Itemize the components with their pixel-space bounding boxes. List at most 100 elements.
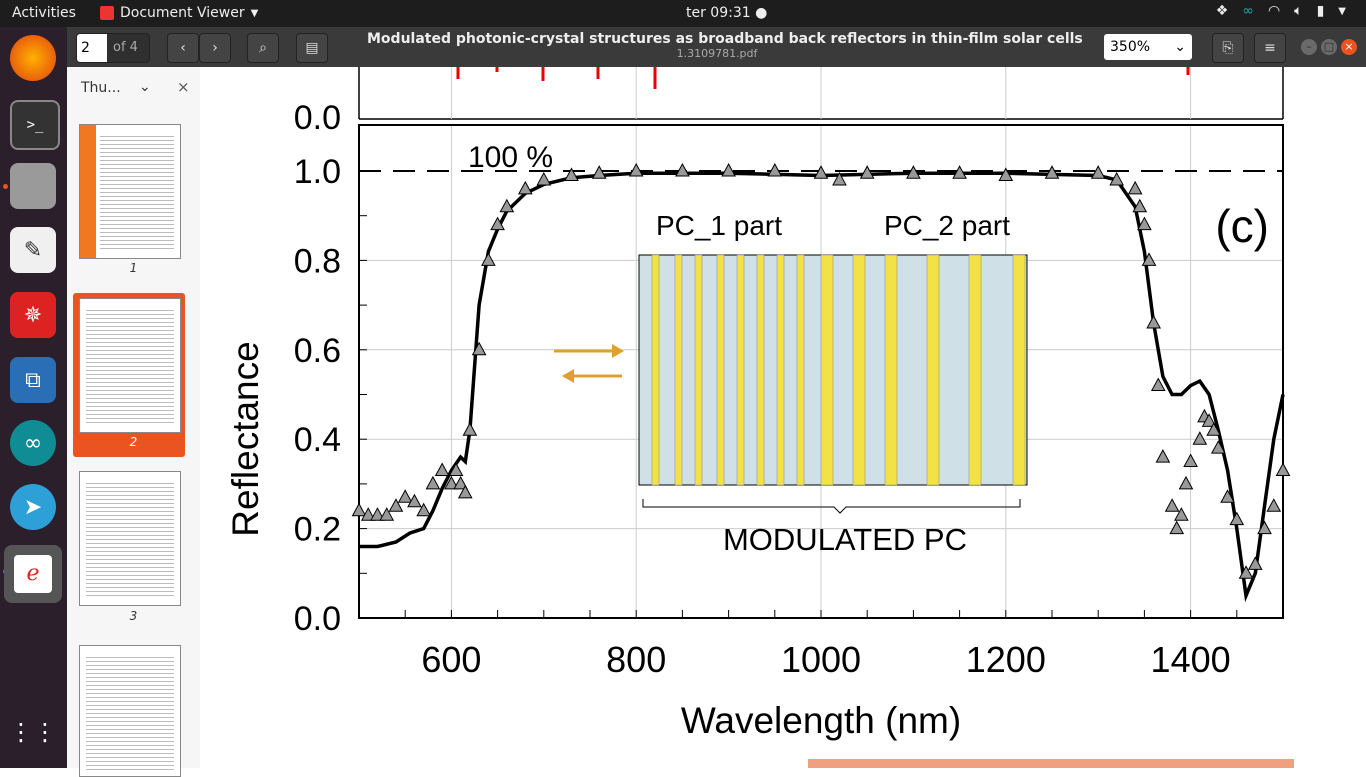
triangle-marker — [998, 167, 1014, 181]
inset-caption: MODULATED PC — [723, 522, 967, 557]
sidebar-mode-select[interactable]: Thu... ⌄ × — [73, 75, 193, 103]
triangle-marker — [564, 167, 579, 181]
wifi-icon[interactable]: ◠ — [1267, 3, 1281, 19]
close-sidebar-icon[interactable]: × — [177, 78, 190, 96]
previous-page-button[interactable]: ‹ — [167, 33, 199, 63]
panel-label: (c) — [1215, 200, 1269, 252]
triangle-marker — [1178, 475, 1194, 490]
battery-icon[interactable]: ▮ — [1316, 3, 1325, 19]
triangle-marker — [859, 165, 875, 179]
zoom-value: 350% — [1110, 39, 1151, 55]
app-menu-label: Document Viewer — [120, 5, 245, 21]
x-tick-label: 1200 — [966, 639, 1046, 680]
document-viewer-dock-icon[interactable]: ℯ — [4, 545, 62, 603]
triangle-marker — [767, 162, 783, 177]
triangle-marker — [471, 341, 487, 356]
hamburger-icon: ≡ — [1264, 40, 1276, 56]
triangle-marker — [425, 475, 441, 490]
document-view[interactable]: 0.0 600 800 1000 1200 1400 0.0 0.2 0.4 0.6 0.8 1.0 W… — [200, 67, 1366, 768]
activities-button[interactable]: Activities — [12, 5, 76, 21]
terminal-icon[interactable]: >_ — [10, 100, 60, 150]
notification-dot-icon: ● — [755, 5, 768, 21]
page-thumbnail-3[interactable] — [79, 471, 181, 606]
inset-layer — [716, 254, 725, 486]
thumbnail-number: 2 — [129, 435, 138, 449]
triangle-marker — [388, 498, 404, 512]
files-icon[interactable] — [10, 163, 56, 209]
annotate-icon: ▤ — [305, 40, 319, 56]
firefox-icon[interactable] — [10, 35, 56, 81]
text-editor-icon[interactable]: ✎ — [10, 227, 56, 273]
y-axis-label: Reflectance — [225, 341, 266, 536]
chevron-left-icon: ‹ — [180, 40, 186, 56]
inset-layer — [674, 254, 683, 486]
triangle-marker — [813, 165, 829, 179]
document-viewer-icon — [100, 6, 114, 20]
y-tick-label: 0.4 — [294, 421, 341, 459]
page-current[interactable]: 2 — [77, 34, 107, 62]
system-tray[interactable]: ❖ ∞ ◠ 🔈︎ ▮ ▼ — [1216, 3, 1346, 19]
telegram-icon[interactable]: ➤ — [10, 484, 56, 530]
wolfram-icon[interactable]: ✵ — [10, 292, 56, 338]
next-page-button[interactable]: › — [199, 33, 231, 63]
inset-layer — [884, 254, 898, 486]
document-filename: 1.3109781.pdf — [676, 47, 758, 60]
arduino-icon[interactable]: ∞ — [10, 420, 56, 466]
triangle-marker — [1146, 314, 1161, 329]
incident-arrowhead — [612, 344, 624, 358]
annotations-button[interactable]: ▤ — [296, 33, 328, 63]
inset-label-pc2: PC_2 part — [884, 210, 1010, 241]
triangle-marker — [675, 162, 690, 177]
app-menu[interactable]: Document Viewer ▼ — [100, 5, 258, 21]
triangle-marker — [591, 165, 607, 179]
reflected-arrowhead — [562, 369, 574, 383]
inset-layer — [1012, 254, 1026, 486]
inset-layer — [820, 254, 834, 486]
y-tick-label: 0.2 — [294, 511, 341, 549]
y-tick-label: 0.0 — [294, 600, 341, 638]
triangle-marker — [444, 475, 459, 490]
triangle-marker — [1257, 520, 1272, 535]
y-tick-label: 1.0 — [294, 153, 341, 191]
y-tick-label: 0.6 — [294, 332, 341, 370]
running-indicator — [3, 184, 8, 189]
inset-layer — [694, 254, 703, 486]
triangle-marker — [416, 502, 432, 517]
x-axis-label: Wavelength (nm) — [681, 700, 961, 741]
inset-layer — [926, 254, 940, 486]
triangle-marker — [1210, 440, 1226, 454]
triangle-marker — [457, 484, 473, 499]
triangle-marker — [434, 462, 450, 476]
close-button[interactable]: × — [1341, 39, 1357, 55]
triangle-marker — [1150, 377, 1166, 392]
triangle-marker — [1132, 198, 1148, 213]
clock[interactable]: ter 09:31 ● — [686, 5, 767, 21]
menu-button[interactable]: ≡ — [1254, 33, 1286, 63]
chevron-down-icon: ▼ — [250, 7, 259, 19]
chevron-right-icon: › — [212, 40, 218, 56]
chevron-down-icon[interactable]: ▼ — [1338, 5, 1346, 17]
window-title-block: Modulated photonic-crystal structures as… — [367, 31, 1083, 60]
triangle-marker — [1220, 489, 1235, 503]
show-applications-icon[interactable]: ⋮⋮ — [9, 718, 57, 746]
minimize-button[interactable]: – — [1301, 39, 1317, 55]
inset-layer — [796, 254, 805, 486]
triangle-marker — [721, 162, 736, 177]
dropbox-icon[interactable]: ❖ — [1215, 3, 1229, 19]
triangle-marker — [1155, 449, 1171, 463]
search-button[interactable]: ⌕ — [247, 33, 279, 63]
page-thumbnail-1[interactable] — [79, 124, 181, 259]
triangle-marker — [397, 489, 413, 503]
page-thumbnail-4[interactable] — [79, 645, 181, 777]
maximize-button[interactable]: □ — [1321, 39, 1337, 55]
page-number-input[interactable]: 2 of 4 — [76, 33, 150, 63]
volume-icon[interactable]: 🔈︎ — [1294, 3, 1303, 19]
zoom-select[interactable]: 350% ⌄ — [1104, 34, 1192, 60]
document-title: Modulated photonic-crystal structures as… — [367, 31, 1083, 47]
page-view-button[interactable]: ⎘ — [1212, 33, 1244, 63]
arduino-tray-icon[interactable]: ∞ — [1242, 3, 1254, 19]
page-thumbnail-2[interactable] — [79, 298, 181, 433]
triangle-marker — [1109, 171, 1125, 186]
vscode-icon[interactable]: ⧉ — [10, 357, 56, 403]
thumbnail-text — [86, 480, 174, 599]
